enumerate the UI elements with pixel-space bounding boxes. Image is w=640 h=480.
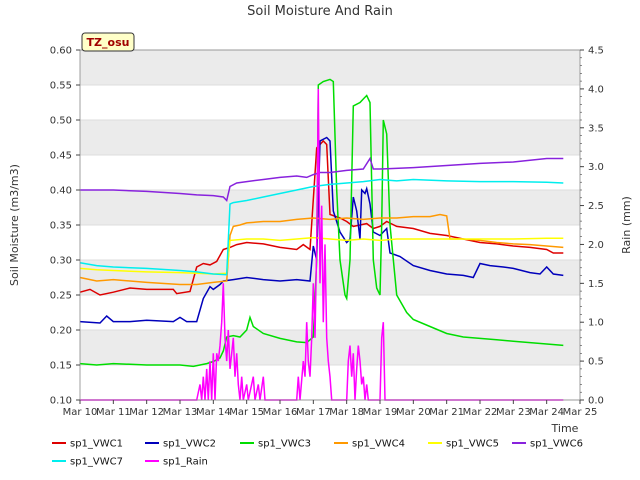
series-line-sp1_VWC6 [80,156,564,203]
site-badge-label: TZ_osu [87,36,130,49]
x-axis-label: Time [551,422,579,435]
x-tick-label: Mar 22 [463,407,498,418]
y2-tick-label: 3.0 [588,162,604,173]
y-tick-label: 0.60 [50,46,72,57]
x-tick-label: Mar 11 [96,407,131,418]
series-line-sp1_VWC4 [79,213,564,286]
y2-tick-label: 4.0 [588,84,604,95]
y-tick-label: 0.55 [50,81,72,92]
series-line-sp1_Rain [80,88,564,401]
chart-title: Soil Moisture And Rain [247,4,393,19]
y2-tick-label: 1.0 [588,318,604,329]
y-tick-label: 0.45 [50,151,72,162]
grid-band [80,330,580,365]
y-tick-label: 0.20 [50,326,72,337]
y2-tick-label: 2.5 [588,201,604,212]
series-line-sp1_VWC2 [79,136,564,324]
y2-tick-label: 4.5 [588,46,604,57]
y-tick-label: 0.25 [50,291,72,302]
x-tick-label: Mar 20 [396,407,431,418]
x-tick-label: Mar 21 [429,407,464,418]
series-line-sp1_VWC3 [79,78,564,368]
site-badge-box [81,32,135,52]
legend-label-sp1_VWC1: sp1_VWC1 [70,439,123,450]
legend-label-sp1_VWC5: sp1_VWC5 [446,439,499,450]
legend-label-sp1_VWC2: sp1_VWC2 [163,439,216,450]
x-tick-label: Mar 13 [163,407,198,418]
x-tick-label: Mar 14 [196,407,231,418]
y-tick-label: 0.40 [50,186,72,197]
x-tick-label: Mar 12 [129,407,164,418]
x-tick-label: Mar 19 [363,407,398,418]
x-tick-label: Mar 24 [529,407,564,418]
y-tick-label: 0.50 [50,116,72,127]
x-tick-label: Mar 10 [63,407,98,418]
series-line-sp1_VWC7 [79,178,564,276]
legend-label-sp1_Rain: sp1_Rain [163,457,208,468]
site-badge: TZ_osu [81,32,135,52]
series-line-sp1_VWC5 [79,236,564,275]
y2-tick-label: 1.5 [588,279,604,290]
y-tick-label: 0.35 [50,221,72,232]
x-tick-label: Mar 25 [563,407,598,418]
y2-axis-label: Rain (mm) [620,196,633,254]
y2-tick-label: 3.5 [588,123,604,134]
x-tick-label: Mar 23 [496,407,531,418]
y-tick-label: 0.15 [50,361,72,372]
x-tick-label: Mar 17 [296,407,331,418]
x-tick-label: Mar 18 [329,407,364,418]
legend-label-sp1_VWC7: sp1_VWC7 [70,457,123,468]
legend-label-sp1_VWC6: sp1_VWC6 [530,439,583,450]
legend-label-sp1_VWC4: sp1_VWC4 [352,439,405,450]
legend-label-sp1_VWC3: sp1_VWC3 [258,439,311,450]
y-tick-label: 0.10 [50,396,72,407]
x-tick-label: Mar 15 [229,407,264,418]
y-tick-label: 0.30 [50,256,72,267]
y2-tick-label: 0.0 [588,396,604,407]
y-axis-label: Soil Moisture (m3/m3) [8,164,21,286]
y2-tick-label: 0.5 [588,357,604,368]
x-tick-label: Mar 16 [263,407,298,418]
y2-tick-label: 2.0 [588,240,604,251]
